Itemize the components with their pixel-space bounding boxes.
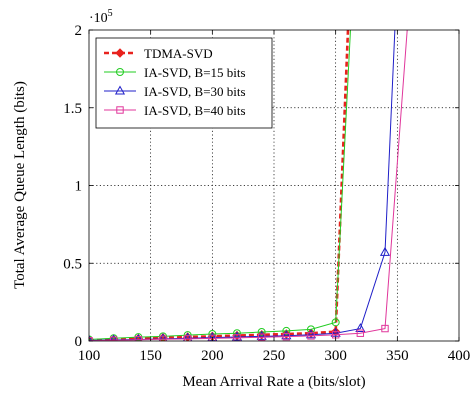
legend-swatch-marker [114,85,126,95]
legend-entry: IA-SVD, B=40 bits [104,103,246,118]
data-point [381,324,389,333]
data-point [330,327,341,337]
y-multiplier-label: ·105 [89,8,113,26]
data-point [282,332,291,341]
y-tick-label: 1.5 [63,101,82,117]
y-tick-label: 1 [75,179,83,195]
x-tick-label: 200 [201,348,224,364]
data-point [89,335,93,341]
y-axis-label: Total Average Queue Length (bits) [12,81,28,289]
data-point [307,332,315,340]
legend-label: TDMA-SVD [144,46,213,61]
x-tick-label: 350 [386,348,409,364]
legend-swatch-marker [116,68,124,76]
data-point [109,334,118,341]
legend-swatch-marker [116,106,124,114]
x-axis-label: Mean Arrival Rate a (bits/slot) [182,374,365,390]
series-lines [89,30,408,341]
legend-label: IA-SVD, B=15 bits [144,65,246,80]
x-tick-label: 250 [263,348,286,364]
data-point [257,327,266,336]
data-point [158,333,168,341]
data-point [355,323,366,333]
x-tick-label: 150 [139,348,162,364]
data-point [233,334,241,341]
data-point [356,329,365,337]
data-point [379,246,391,256]
legend-label: IA-SVD, B=40 bits [144,103,246,118]
legend-label: IA-SVD, B=30 bits [144,84,246,99]
y-tick-label: 0.5 [63,256,82,272]
axes: 100 150 200 250 300 350 400 0 0.5 1 1.5 2 [63,23,470,364]
legend: TDMA-SVD IA-SVD, B=15 bits IA-SVD, B=30 bi… [95,37,273,129]
data-point [183,335,192,341]
series-4 [89,30,408,341]
data-point [134,333,143,341]
legend-entry: TDMA-SVD [104,46,213,61]
data-point [256,330,267,340]
data-point [183,332,193,341]
legend-swatch-marker [115,48,125,58]
data-point [134,336,143,341]
x-tick-label: 400 [448,348,471,364]
data-point [109,336,118,341]
data-point [231,331,243,341]
legend-entry: IA-SVD, B=15 bits [104,65,246,80]
data-point [159,335,167,341]
y-tick-label: 0 [75,334,83,350]
x-tick-label: 300 [324,348,347,364]
legend-entry: IA-SVD, B=30 bits [104,84,246,99]
data-point [208,334,217,341]
data-point [282,326,291,335]
data-point [281,330,292,340]
data-point [331,318,340,327]
legend-box [95,37,273,129]
data-point [305,329,317,339]
data-point [257,333,266,341]
series-line [89,30,408,341]
x-tick-label: 100 [78,348,101,364]
y-tick-label: 2 [75,23,83,39]
series-line [89,30,351,340]
